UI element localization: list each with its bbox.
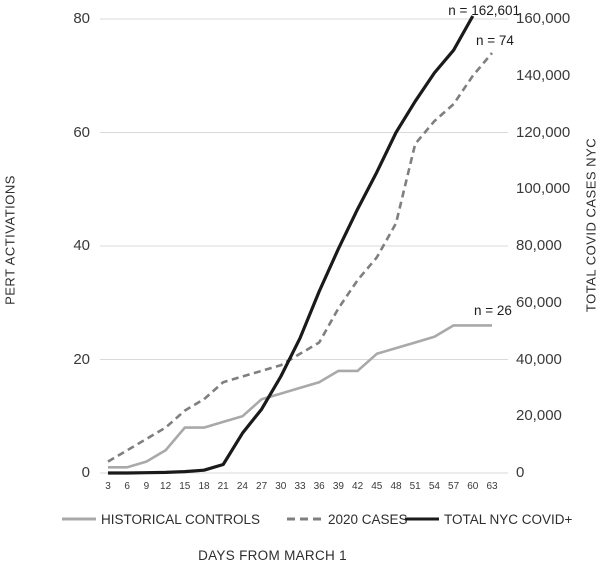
right-axis-tick-label: 100,000 <box>516 180 571 198</box>
annotation-total-nyc-covid: n = 162,601 <box>448 3 520 18</box>
x-axis-tick-label: 21 <box>217 481 229 492</box>
x-axis-tick-label: 57 <box>448 481 460 492</box>
left-axis-tick-label: 60 <box>73 123 90 141</box>
x-axis-tick-label: 33 <box>294 481 306 492</box>
legend-swatch-solid-gray-icon <box>62 517 96 521</box>
legend-label: TOTAL NYC COVID+ <box>444 511 573 527</box>
x-axis-tick-label: 60 <box>467 481 479 492</box>
x-axis-tick-label: 39 <box>332 481 344 492</box>
left-axis-tick-label: 40 <box>73 237 90 254</box>
legend-item-total-nyc-covid: TOTAL NYC COVID+ <box>405 509 572 529</box>
series-line-historical-controls <box>108 324 492 469</box>
x-axis-tick-label: 24 <box>236 481 248 492</box>
annotation-2020-cases: n = 74 <box>476 33 514 48</box>
legend-swatch-solid-black-icon <box>405 517 439 521</box>
right-axis-tick-label: 140,000 <box>516 66 571 84</box>
x-axis-tick-label: 15 <box>179 481 191 492</box>
right-axis-tick-label: 60,000 <box>516 293 562 311</box>
x-axis-tick-label: 3 <box>105 481 111 492</box>
x-axis-tick-label: 51 <box>409 481 421 492</box>
legend-item-historical-controls: HISTORICAL CONTROLS <box>62 509 260 529</box>
annotation-historical-controls: n = 26 <box>474 303 512 318</box>
x-axis-tick-label: 18 <box>198 481 210 492</box>
right-axis-tick-label: 20,000 <box>516 407 562 425</box>
left-axis-tick-label: 20 <box>73 350 90 368</box>
legend-label: 2020 CASES <box>328 511 408 527</box>
series-line-2020-cases <box>107 52 493 463</box>
left-axis-tick-label: 80 <box>73 10 90 27</box>
x-axis-tick-label: 42 <box>352 481 364 492</box>
left-axis-title: PERT ACTIVATIONS <box>2 175 18 305</box>
x-axis-tick-label: 30 <box>275 481 287 492</box>
x-axis-tick-label: 63 <box>486 481 498 492</box>
x-axis-tick-label: 27 <box>256 481 268 492</box>
right-axis-tick-label: 160,000 <box>516 10 571 27</box>
x-axis-tick-label: 54 <box>428 481 440 492</box>
right-axis-tick-label: 80,000 <box>516 237 562 254</box>
x-axis-tick-label: 45 <box>371 481 383 492</box>
right-axis-tick-label: 40,000 <box>516 350 562 368</box>
right-axis-tick-label: 120,000 <box>516 123 571 141</box>
x-axis-tick-label: 36 <box>313 481 325 492</box>
x-axis-tick-label: 48 <box>390 481 402 492</box>
x-axis-tick-label: 9 <box>143 481 150 492</box>
series-line-total-nyc-covid- <box>108 15 475 475</box>
right-axis-title: TOTAL COVID CASES NYC <box>583 137 599 313</box>
right-axis-tick-label: 0 <box>516 464 525 481</box>
legend-label: HISTORICAL CONTROLS <box>101 511 261 527</box>
legend-item-2020-cases: 2020 CASES <box>287 509 408 529</box>
left-axis-tick-label: 0 <box>81 464 90 481</box>
x-axis-title: DAYS FROM MARCH 1 <box>198 548 347 563</box>
x-axis-tick-label: 12 <box>160 481 172 492</box>
legend-swatch-dashed-gray-icon <box>287 517 323 521</box>
x-axis-tick-label: 6 <box>124 481 130 492</box>
